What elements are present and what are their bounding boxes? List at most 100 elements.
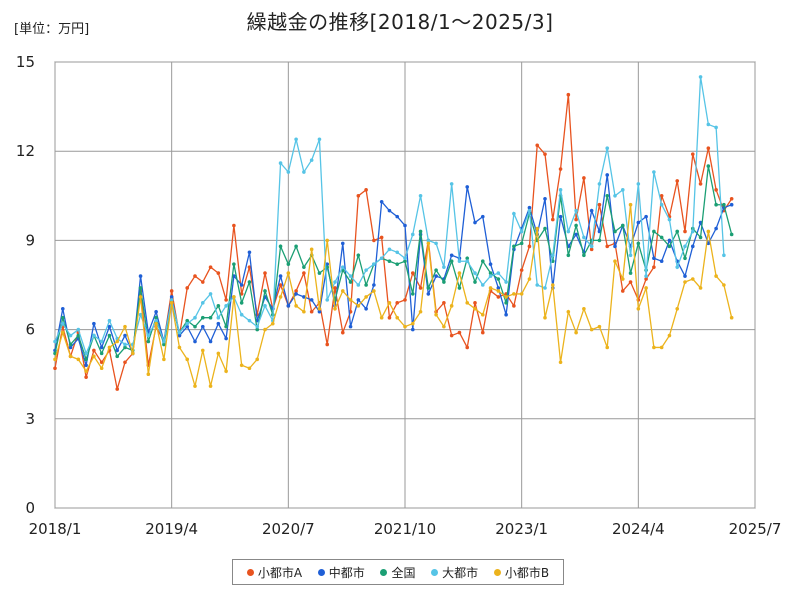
data-point <box>247 366 252 371</box>
data-point <box>527 208 532 213</box>
data-point <box>154 321 158 326</box>
data-point <box>99 339 104 344</box>
data-point <box>348 324 353 329</box>
data-point <box>200 315 205 320</box>
data-point <box>107 333 112 338</box>
data-point <box>449 259 454 264</box>
data-point <box>224 304 228 308</box>
data-point <box>263 304 267 308</box>
data-point <box>232 262 236 266</box>
data-point <box>403 259 407 264</box>
data-point <box>714 226 718 231</box>
data-point <box>714 202 718 207</box>
data-point <box>239 363 244 368</box>
data-point <box>263 327 267 332</box>
data-point <box>426 241 431 246</box>
data-point <box>519 241 524 246</box>
data-point <box>123 345 127 350</box>
data-point <box>294 304 298 308</box>
x-tick-label: 2020/7 <box>262 520 315 538</box>
data-point <box>519 229 524 234</box>
data-point <box>574 208 578 213</box>
data-point <box>302 295 306 299</box>
legend-item: 大都市 <box>431 564 478 581</box>
data-point <box>473 280 477 284</box>
data-point <box>286 262 291 266</box>
data-point <box>107 324 112 329</box>
data-point <box>597 238 602 243</box>
data-point <box>325 238 330 243</box>
data-point <box>60 315 65 320</box>
data-point <box>302 271 306 275</box>
x-tick-label: 2023/1 <box>495 520 548 538</box>
data-point <box>403 298 407 302</box>
data-point <box>247 280 252 284</box>
data-point <box>364 306 368 311</box>
data-point <box>667 217 672 222</box>
data-point <box>722 283 726 287</box>
data-point <box>714 188 718 192</box>
data-point <box>123 333 127 338</box>
data-point <box>364 283 368 287</box>
data-point <box>628 271 633 275</box>
data-point <box>519 268 524 272</box>
data-point <box>605 146 610 151</box>
data-point <box>449 182 454 186</box>
data-point <box>224 324 228 329</box>
y-tick-label: 6 <box>25 321 35 339</box>
data-point <box>379 235 384 240</box>
data-point <box>628 202 633 207</box>
data-point <box>636 306 641 311</box>
data-point <box>232 223 236 228</box>
data-point <box>84 357 88 362</box>
data-point <box>239 301 244 305</box>
data-point <box>208 339 213 344</box>
data-point <box>504 312 508 317</box>
data-point <box>558 360 563 365</box>
data-point <box>574 330 578 335</box>
data-point <box>270 321 275 326</box>
data-point <box>216 271 221 275</box>
data-point <box>480 312 485 317</box>
data-point <box>317 137 322 142</box>
data-point <box>302 170 306 174</box>
data-point <box>325 262 330 266</box>
data-point <box>652 170 656 174</box>
data-point <box>294 292 298 296</box>
data-point <box>395 301 400 305</box>
data-point <box>68 345 73 350</box>
data-point <box>115 354 120 359</box>
data-point <box>247 250 252 255</box>
y-tick-label: 15 <box>16 53 35 71</box>
data-point <box>224 369 228 374</box>
x-tick-label: 2018/1 <box>29 520 82 538</box>
data-point <box>714 125 718 130</box>
data-point <box>636 241 641 246</box>
data-point <box>620 289 625 293</box>
data-point <box>543 196 547 201</box>
data-point <box>605 345 610 350</box>
data-point <box>706 122 711 127</box>
data-point <box>543 315 547 320</box>
data-point <box>613 259 617 264</box>
data-point <box>496 271 501 275</box>
data-point <box>504 280 508 284</box>
data-point <box>309 309 314 314</box>
data-point <box>263 271 267 275</box>
data-point <box>426 238 431 243</box>
data-point <box>706 146 711 151</box>
data-point <box>356 194 361 198</box>
data-point <box>208 384 213 388</box>
data-point <box>286 304 291 308</box>
data-point <box>76 333 81 338</box>
data-point <box>442 301 446 305</box>
data-point <box>457 259 462 264</box>
data-point <box>628 253 633 258</box>
data-point <box>107 318 112 323</box>
data-point <box>60 330 65 335</box>
data-point <box>185 286 190 290</box>
data-point <box>278 274 283 278</box>
data-point <box>605 244 610 249</box>
data-point <box>512 211 516 216</box>
data-point <box>690 277 695 281</box>
